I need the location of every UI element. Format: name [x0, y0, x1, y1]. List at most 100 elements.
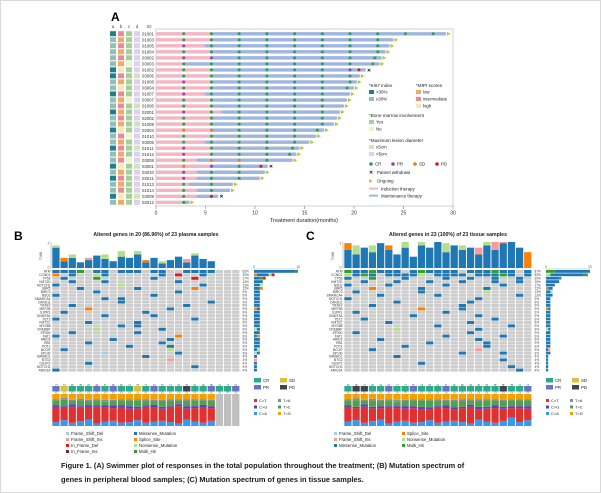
oncoprint-cell	[52, 273, 60, 277]
titv-bar-segment	[174, 400, 183, 405]
gene-label: FAT1	[43, 334, 51, 338]
oncoprint-cell	[101, 276, 109, 280]
oncoprint-cell	[215, 290, 224, 294]
titv-bar-segment	[491, 405, 499, 409]
oncoprint-cell	[101, 273, 109, 277]
oncoprint-cell	[76, 283, 85, 287]
titv-bar-segment	[93, 405, 101, 407]
oncoprint-cell	[101, 348, 109, 352]
oncoprint-cell	[117, 358, 125, 362]
oncoprint-cell	[232, 351, 240, 355]
oncoprint-cell	[109, 307, 117, 311]
gene-pct-label: 4%	[535, 365, 540, 369]
oncoprint-cell	[76, 344, 85, 348]
response-dot	[182, 170, 186, 174]
titv-bar-segment	[434, 407, 442, 423]
oncoprint-cell	[76, 290, 85, 294]
response-dot	[182, 128, 186, 132]
oncoprint-cell	[475, 297, 483, 301]
oncoprint-cell	[466, 351, 475, 355]
response-dot	[182, 32, 186, 36]
oncoprint-cell	[507, 290, 516, 294]
titv-bar-segment	[158, 394, 166, 400]
titv-bar-segment	[183, 394, 191, 400]
titv-bar-segment	[524, 420, 532, 426]
oncoprint-cell	[117, 283, 125, 287]
tmb-bar-segment	[183, 258, 191, 263]
titv-bar-segment	[166, 422, 175, 426]
oncoprint-cell	[68, 348, 76, 352]
titv-bar-segment	[450, 420, 458, 426]
oncoprint-cell	[385, 287, 393, 290]
oncoprint-cell	[401, 314, 409, 318]
response-dot	[357, 68, 361, 72]
response-dot	[237, 170, 241, 174]
oncoprint-cell	[376, 293, 385, 297]
oncoprint-cell	[93, 293, 101, 297]
titv-bar-segment	[393, 408, 401, 422]
response-strip-cell	[125, 386, 134, 392]
oncoprint-cell	[158, 344, 166, 348]
ann-cell	[118, 79, 124, 85]
id-header: ID	[147, 24, 152, 29]
response-dot	[209, 140, 213, 144]
oncoprint-cell	[401, 331, 409, 335]
oncoprint-cell	[515, 287, 524, 290]
oncoprint-cell	[376, 290, 385, 294]
oncoprint-cell	[158, 270, 166, 273]
titv-bar-segment	[183, 408, 191, 420]
oncoprint-cell	[450, 341, 458, 345]
rightbar-segment	[254, 290, 260, 294]
titv-legend-swatch	[570, 405, 573, 409]
oncoprint-cell	[117, 276, 125, 280]
oncoprint-cell	[442, 300, 450, 304]
ongoing-arrow-icon	[231, 188, 235, 193]
ann-cell	[126, 169, 132, 175]
oncoprint-cell	[483, 270, 491, 273]
oncoprint-cell	[376, 334, 385, 338]
oncoprint-cell	[52, 310, 60, 314]
oncoprint-cell	[352, 283, 360, 287]
oncoprint-cell	[352, 344, 360, 348]
oncoprint-cell	[232, 287, 240, 290]
oncoprint-cell	[125, 317, 134, 321]
oncoprint-cell	[458, 304, 467, 307]
oncoprint-cell	[158, 321, 166, 324]
gene-label: TP53	[43, 277, 51, 281]
oncoprint-cell	[109, 334, 117, 338]
oncoprint-cell	[158, 283, 166, 287]
oncoprint-cell	[101, 321, 109, 324]
ann-cell	[134, 151, 140, 157]
gene-pct-label: 9%	[243, 324, 248, 328]
oncoprint-cell	[352, 334, 360, 338]
tmb-bar-segment	[183, 262, 191, 268]
gene-pct-label: 9%	[535, 311, 540, 315]
oncoprint-cell	[101, 361, 109, 365]
gene-pct-label: 9%	[243, 307, 248, 311]
gene-pct-label: 4%	[535, 368, 540, 372]
oncoprint-cell	[117, 334, 125, 338]
response-strip-cell	[376, 386, 385, 392]
response-strip-cell	[109, 386, 117, 392]
oncoprint-cell	[417, 297, 426, 301]
gene-label: MYD88	[332, 324, 343, 328]
oncoprint-cell	[134, 321, 142, 324]
oncoprint-cell	[101, 368, 109, 372]
patient-id: 01008	[142, 80, 155, 85]
ann-cell	[126, 55, 132, 61]
oncoprint-cell	[142, 297, 150, 301]
oncoprint-cell	[158, 331, 166, 335]
response-dot	[293, 110, 297, 114]
ann-cell	[118, 55, 124, 61]
gene-label: KMT2C	[39, 321, 51, 325]
oncoprint-cell	[466, 361, 475, 365]
titv-bar-segment	[368, 400, 377, 407]
oncoprint-cell	[215, 283, 224, 287]
titv-bar-segment	[376, 406, 385, 409]
oncoprint-cell	[166, 297, 175, 301]
oncoprint-cell	[524, 355, 532, 358]
oncoprint-cell	[426, 327, 434, 331]
ann-cell	[118, 163, 124, 169]
oncoprint-cell	[150, 273, 158, 277]
ann-cell	[134, 175, 140, 181]
